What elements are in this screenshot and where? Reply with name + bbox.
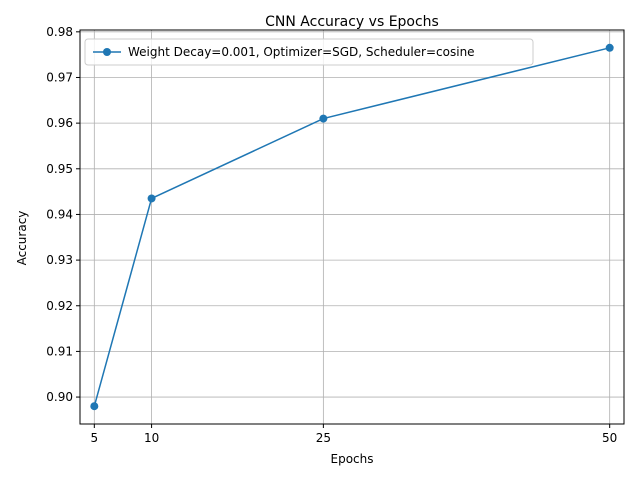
y-tick-label: 0.90 bbox=[46, 390, 73, 404]
data-point bbox=[90, 402, 99, 411]
data-point bbox=[605, 43, 614, 52]
y-tick-label: 0.96 bbox=[46, 116, 73, 130]
series-line bbox=[93, 47, 610, 407]
data-point bbox=[319, 114, 328, 123]
x-tick-label: 10 bbox=[144, 431, 159, 445]
legend-label: Weight Decay=0.001, Optimizer=SGD, Sched… bbox=[128, 45, 475, 59]
legend: Weight Decay=0.001, Optimizer=SGD, Sched… bbox=[84, 38, 534, 66]
chart-title: CNN Accuracy vs Epochs bbox=[265, 14, 439, 30]
grid bbox=[80, 30, 624, 424]
data-point bbox=[147, 194, 156, 203]
x-axis-label: Epochs bbox=[331, 452, 374, 466]
y-tick-label: 0.94 bbox=[46, 207, 73, 221]
y-tick-label: 0.98 bbox=[46, 25, 73, 39]
x-tick-label: 50 bbox=[602, 431, 617, 445]
y-tick-label: 0.92 bbox=[46, 299, 73, 313]
ticks: 5 10 25 50 0.90 0.91 0.92 0.93 0.94 0.95 0.96 0.97 0… bbox=[46, 25, 617, 445]
legend-marker bbox=[103, 48, 111, 56]
y-tick-label: 0.91 bbox=[46, 344, 73, 358]
axes bbox=[79, 29, 625, 425]
legend-box bbox=[84, 38, 534, 66]
y-tick-label: 0.95 bbox=[46, 162, 73, 176]
y-axis-label: Accuracy bbox=[15, 211, 29, 266]
y-tick-label: 0.93 bbox=[46, 253, 73, 267]
plot-frame bbox=[79, 29, 625, 425]
y-tick-label: 0.97 bbox=[46, 70, 73, 84]
x-tick-label: 25 bbox=[316, 431, 331, 445]
x-tick-label: 5 bbox=[90, 431, 98, 445]
series bbox=[90, 43, 614, 411]
